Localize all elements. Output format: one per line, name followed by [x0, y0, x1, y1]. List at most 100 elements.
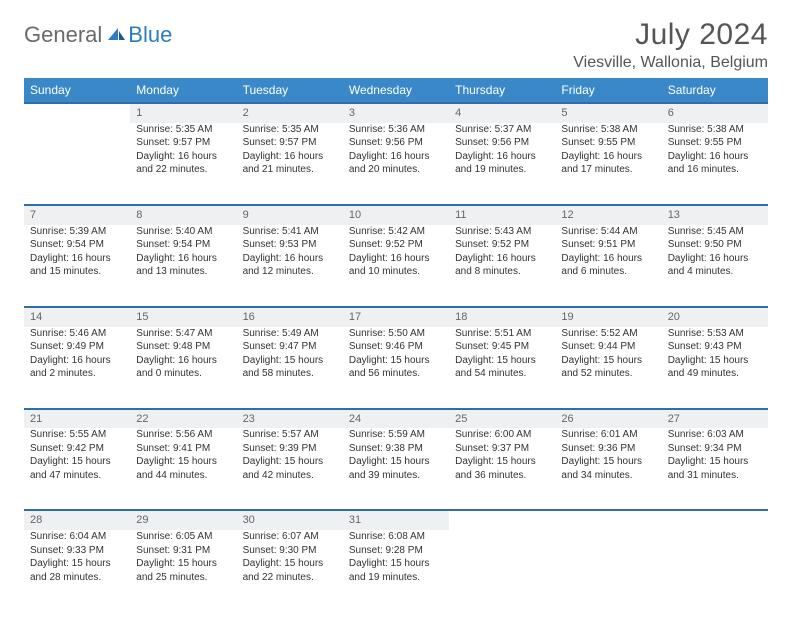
- day-cell: Sunrise: 5:35 AMSunset: 9:57 PMDaylight:…: [237, 123, 343, 205]
- day-cell: Sunrise: 6:00 AMSunset: 9:37 PMDaylight:…: [449, 428, 555, 510]
- daylight-text-2: and 49 minutes.: [668, 367, 762, 381]
- day-cell: Sunrise: 5:47 AMSunset: 9:48 PMDaylight:…: [130, 327, 236, 409]
- day-number: 28: [24, 510, 130, 530]
- daylight-text: Daylight: 15 hours: [349, 557, 443, 571]
- day-number: 31: [343, 510, 449, 530]
- weekday-header-row: Sunday Monday Tuesday Wednesday Thursday…: [24, 78, 768, 103]
- day-number-row: 78910111213: [24, 205, 768, 225]
- logo: General Blue: [24, 22, 172, 48]
- sunrise-text: Sunrise: 5:38 AM: [561, 123, 655, 137]
- daylight-text-2: and 12 minutes.: [243, 265, 337, 279]
- daylight-text-2: and 17 minutes.: [561, 163, 655, 177]
- weekday-header: Wednesday: [343, 78, 449, 103]
- sunset-text: Sunset: 9:55 PM: [561, 136, 655, 150]
- day-number: 24: [343, 409, 449, 429]
- day-cell: Sunrise: 6:03 AMSunset: 9:34 PMDaylight:…: [662, 428, 768, 510]
- day-number: [449, 510, 555, 530]
- sunset-text: Sunset: 9:37 PM: [455, 442, 549, 456]
- day-cell: Sunrise: 5:38 AMSunset: 9:55 PMDaylight:…: [555, 123, 661, 205]
- day-cell: Sunrise: 5:49 AMSunset: 9:47 PMDaylight:…: [237, 327, 343, 409]
- sunset-text: Sunset: 9:34 PM: [668, 442, 762, 456]
- sunset-text: Sunset: 9:50 PM: [668, 238, 762, 252]
- day-cell: Sunrise: 5:51 AMSunset: 9:45 PMDaylight:…: [449, 327, 555, 409]
- sunset-text: Sunset: 9:52 PM: [455, 238, 549, 252]
- day-cell: Sunrise: 5:57 AMSunset: 9:39 PMDaylight:…: [237, 428, 343, 510]
- daylight-text: Daylight: 16 hours: [243, 252, 337, 266]
- daylight-text-2: and 44 minutes.: [136, 469, 230, 483]
- daylight-text-2: and 10 minutes.: [349, 265, 443, 279]
- sunset-text: Sunset: 9:57 PM: [243, 136, 337, 150]
- day-number: 3: [343, 103, 449, 123]
- day-number: 1: [130, 103, 236, 123]
- location: Viesville, Wallonia, Belgium: [573, 54, 768, 72]
- sunset-text: Sunset: 9:44 PM: [561, 340, 655, 354]
- sunset-text: Sunset: 9:45 PM: [455, 340, 549, 354]
- daylight-text: Daylight: 15 hours: [243, 354, 337, 368]
- day-content-row: Sunrise: 5:55 AMSunset: 9:42 PMDaylight:…: [24, 428, 768, 510]
- day-cell: Sunrise: 5:38 AMSunset: 9:55 PMDaylight:…: [662, 123, 768, 205]
- day-cell: Sunrise: 5:55 AMSunset: 9:42 PMDaylight:…: [24, 428, 130, 510]
- sunrise-text: Sunrise: 6:01 AM: [561, 428, 655, 442]
- daylight-text-2: and 20 minutes.: [349, 163, 443, 177]
- daylight-text-2: and 31 minutes.: [668, 469, 762, 483]
- sunrise-text: Sunrise: 5:38 AM: [668, 123, 762, 137]
- day-cell: [555, 530, 661, 612]
- sunrise-text: Sunrise: 5:49 AM: [243, 327, 337, 341]
- sunrise-text: Sunrise: 5:42 AM: [349, 225, 443, 239]
- day-number: [555, 510, 661, 530]
- sunset-text: Sunset: 9:30 PM: [243, 544, 337, 558]
- daylight-text-2: and 19 minutes.: [455, 163, 549, 177]
- daylight-text: Daylight: 15 hours: [243, 557, 337, 571]
- day-number-row: 21222324252627: [24, 409, 768, 429]
- sunrise-text: Sunrise: 6:08 AM: [349, 530, 443, 544]
- sunset-text: Sunset: 9:54 PM: [30, 238, 124, 252]
- sunset-text: Sunset: 9:56 PM: [349, 136, 443, 150]
- day-cell: Sunrise: 5:46 AMSunset: 9:49 PMDaylight:…: [24, 327, 130, 409]
- daylight-text-2: and 42 minutes.: [243, 469, 337, 483]
- sunset-text: Sunset: 9:36 PM: [561, 442, 655, 456]
- day-number: 27: [662, 409, 768, 429]
- sunrise-text: Sunrise: 5:55 AM: [30, 428, 124, 442]
- sunrise-text: Sunrise: 6:00 AM: [455, 428, 549, 442]
- sunrise-text: Sunrise: 5:57 AM: [243, 428, 337, 442]
- day-number: 8: [130, 205, 236, 225]
- sunrise-text: Sunrise: 5:41 AM: [243, 225, 337, 239]
- day-cell: Sunrise: 6:01 AMSunset: 9:36 PMDaylight:…: [555, 428, 661, 510]
- sunset-text: Sunset: 9:54 PM: [136, 238, 230, 252]
- daylight-text: Daylight: 16 hours: [455, 150, 549, 164]
- sunset-text: Sunset: 9:52 PM: [349, 238, 443, 252]
- daylight-text-2: and 34 minutes.: [561, 469, 655, 483]
- day-content-row: Sunrise: 5:46 AMSunset: 9:49 PMDaylight:…: [24, 327, 768, 409]
- sunrise-text: Sunrise: 5:43 AM: [455, 225, 549, 239]
- sunset-text: Sunset: 9:28 PM: [349, 544, 443, 558]
- daylight-text: Daylight: 15 hours: [243, 455, 337, 469]
- daylight-text: Daylight: 15 hours: [349, 354, 443, 368]
- calendar-page: General Blue July 2024 Viesville, Wallon…: [0, 0, 792, 630]
- sunset-text: Sunset: 9:57 PM: [136, 136, 230, 150]
- day-cell: Sunrise: 5:56 AMSunset: 9:41 PMDaylight:…: [130, 428, 236, 510]
- sunrise-text: Sunrise: 6:03 AM: [668, 428, 762, 442]
- daylight-text-2: and 54 minutes.: [455, 367, 549, 381]
- daylight-text-2: and 13 minutes.: [136, 265, 230, 279]
- sunrise-text: Sunrise: 5:36 AM: [349, 123, 443, 137]
- weekday-header: Friday: [555, 78, 661, 103]
- day-number: 26: [555, 409, 661, 429]
- daylight-text: Daylight: 16 hours: [136, 252, 230, 266]
- day-content-row: Sunrise: 6:04 AMSunset: 9:33 PMDaylight:…: [24, 530, 768, 612]
- daylight-text: Daylight: 16 hours: [668, 150, 762, 164]
- daylight-text: Daylight: 15 hours: [668, 354, 762, 368]
- day-number: 21: [24, 409, 130, 429]
- day-cell: Sunrise: 5:40 AMSunset: 9:54 PMDaylight:…: [130, 225, 236, 307]
- daylight-text-2: and 39 minutes.: [349, 469, 443, 483]
- day-number: 23: [237, 409, 343, 429]
- sunrise-text: Sunrise: 5:51 AM: [455, 327, 549, 341]
- daylight-text: Daylight: 16 hours: [349, 252, 443, 266]
- calendar-table: Sunday Monday Tuesday Wednesday Thursday…: [24, 78, 768, 612]
- sunrise-text: Sunrise: 6:05 AM: [136, 530, 230, 544]
- day-number: 2: [237, 103, 343, 123]
- daylight-text: Daylight: 15 hours: [136, 557, 230, 571]
- day-cell: Sunrise: 6:04 AMSunset: 9:33 PMDaylight:…: [24, 530, 130, 612]
- day-cell: [449, 530, 555, 612]
- sunset-text: Sunset: 9:51 PM: [561, 238, 655, 252]
- weekday-header: Sunday: [24, 78, 130, 103]
